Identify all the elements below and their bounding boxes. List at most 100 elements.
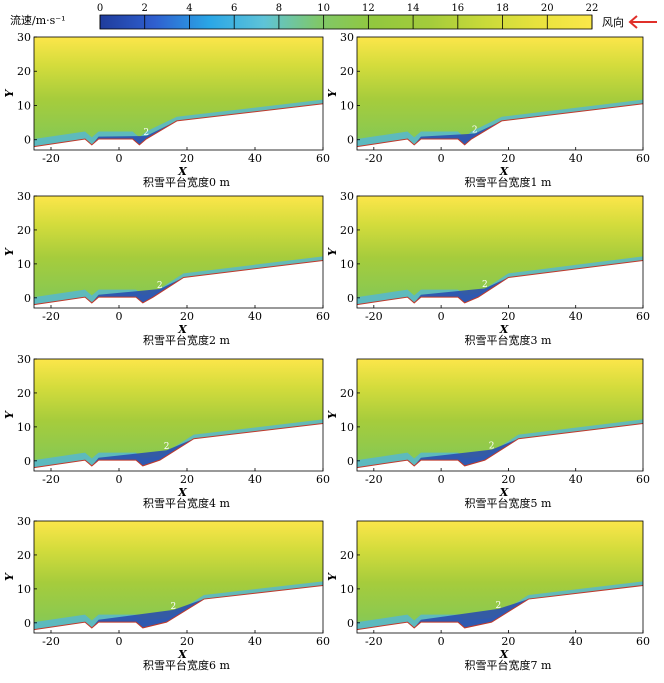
y-tick-label: 10 [17,421,31,434]
x-tick-label: 60 [636,635,650,648]
x-tick-label: -20 [42,310,60,323]
wind-direction-label: 风向 [602,15,624,29]
colorbar-tick-label: 2 [142,3,148,14]
x-axis-title: X [177,648,187,661]
stagnant-zone [91,438,194,466]
contour-label: 2 [143,128,149,138]
x-tick-label: 60 [636,310,650,323]
contour-panel: 2 -20 0 20 40 60 0 10 20 30 X Y 积雪平台宽度0 m [3,31,330,189]
plot-frame [33,358,324,472]
ground-surface-line [357,103,643,148]
x-tick-label: 0 [116,473,123,486]
colorbar-legend: 流速/m·s⁻¹ 0 2 4 6 8 10 12 14 16 18 20 22 风向 [10,3,657,30]
colorbar-tick-label: 22 [586,3,599,14]
x-tick-label: 60 [636,152,650,165]
y-tick-label: 10 [17,258,31,271]
x-tick-label: 0 [116,310,123,323]
contour-label: 2 [472,125,478,135]
y-tick-label: 10 [340,258,354,271]
x-tick-label: 40 [569,635,583,648]
y-tick-label: 20 [17,65,31,78]
terrain [34,423,323,471]
x-axis-title: X [177,486,187,499]
plot-frame [356,36,644,151]
plot-frame [356,520,644,634]
x-tick-label: -20 [365,310,383,323]
plot-frame [356,195,644,309]
x-tick-label: 40 [569,310,583,323]
low-velocity-band [357,99,643,147]
x-tick-label: 20 [180,473,194,486]
colorbar-label: 流速/m·s⁻¹ [10,13,66,27]
contour-label: 2 [171,602,177,612]
x-tick-label: 20 [501,635,515,648]
y-tick-label: 20 [340,65,354,78]
colorbar-tick-label: 14 [407,3,420,14]
y-tick-label: 10 [340,99,354,112]
terrain [357,423,643,471]
contour-panel: 2 -20 0 20 40 60 0 10 20 30 X Y 积雪平台宽度3 m [326,190,650,347]
y-axis-title: Y [3,572,16,581]
contour-panel: 2 -20 0 20 40 60 0 10 20 30 X Y 积雪平台宽度6 m [3,515,330,672]
y-tick-label: 0 [24,134,31,147]
y-tick-label: 30 [340,31,354,44]
plot-frame [33,36,324,151]
y-tick-label: 20 [340,387,354,400]
colorbar-tick-label: 20 [541,3,554,14]
y-tick-label: 0 [347,455,354,468]
stagnant-zone [414,438,519,466]
x-tick-label: 20 [501,152,515,165]
low-velocity-band [34,419,323,468]
x-axis-title: X [499,323,509,336]
stagnant-zone [91,277,184,303]
x-tick-label: 40 [248,152,262,165]
x-tick-label: -20 [42,635,60,648]
stagnant-zone [414,277,509,303]
ground-surface-line [34,422,323,469]
contour-panel: 2 -20 0 20 40 60 0 10 20 30 X Y 积雪平台宽度1 m [326,31,650,189]
x-axis-title: X [177,165,187,178]
ground-surface-line [357,422,643,469]
x-tick-label: 40 [248,310,262,323]
x-tick-label: 40 [248,473,262,486]
panel-caption: 积雪平台宽度5 m [465,496,552,510]
x-tick-label: -20 [42,152,60,165]
colorbar-tick-label: 4 [186,3,192,14]
y-axis-title: Y [3,88,16,97]
colorbar-tick-label: 12 [362,3,375,14]
y-tick-label: 30 [17,353,31,366]
x-tick-label: 60 [316,635,330,648]
x-tick-label: 0 [438,152,445,165]
terrain [34,103,323,150]
contour-label: 2 [482,280,488,290]
ground-surface-line [34,259,323,306]
colorbar-tick-label: 0 [97,3,103,14]
terrain [357,585,643,633]
y-tick-label: 0 [24,455,31,468]
panel-caption: 积雪平台宽度6 m [143,658,230,672]
x-tick-label: 20 [501,310,515,323]
terrain [357,260,643,308]
colorbar-tick-label: 6 [231,3,237,14]
y-tick-label: 30 [340,190,354,203]
x-tick-label: 60 [316,310,330,323]
plot-frame [33,195,324,309]
y-tick-label: 0 [347,134,354,147]
panel-caption: 积雪平台宽度7 m [465,658,552,672]
y-tick-label: 30 [17,515,31,528]
low-velocity-band [357,581,643,630]
x-tick-label: 60 [636,473,650,486]
colorbar [99,14,593,30]
y-tick-label: 10 [17,583,31,596]
y-tick-label: 20 [340,549,354,562]
y-tick-label: 20 [340,224,354,237]
contour-label: 2 [157,281,163,291]
x-tick-label: 40 [248,635,262,648]
x-tick-label: 40 [569,473,583,486]
x-tick-label: 40 [569,152,583,165]
y-tick-label: 0 [347,617,354,630]
colorbar-ticks: 0 2 4 6 8 10 12 14 16 18 20 22 [97,3,599,29]
